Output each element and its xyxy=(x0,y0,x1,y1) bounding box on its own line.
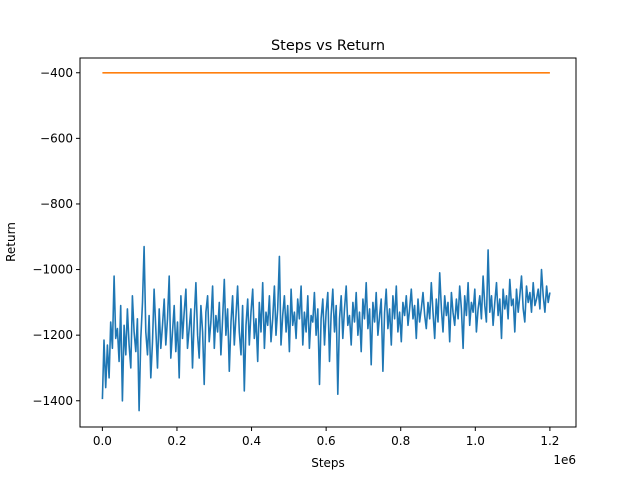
y-tick-label: −1000 xyxy=(32,263,73,277)
x-tick-label: 0.2 xyxy=(167,434,186,448)
x-tick-label: 0.6 xyxy=(317,434,336,448)
y-tick-label: −600 xyxy=(40,131,73,145)
y-axis-label: Return xyxy=(4,222,18,262)
x-tick-label: 0.4 xyxy=(242,434,261,448)
x-tick-label: 0.0 xyxy=(93,434,112,448)
series-line-1 xyxy=(101,245,551,412)
y-tick-label: −1400 xyxy=(32,394,73,408)
x-axis-label: Steps xyxy=(311,456,345,470)
x-axis-offset-label: 1e6 xyxy=(553,453,576,467)
x-tick-label: 1.2 xyxy=(540,434,559,448)
y-tick-label: −400 xyxy=(40,66,73,80)
y-tick-label: −800 xyxy=(40,197,73,211)
x-tick-label: 1.0 xyxy=(466,434,485,448)
plot-series xyxy=(101,72,551,412)
chart-title: Steps vs Return xyxy=(271,38,385,54)
x-axis: 0.0 0.2 0.4 0.6 0.8 1.0 1.2 xyxy=(93,427,559,448)
y-tick-label: −1200 xyxy=(32,328,73,342)
y-axis: −1400 −1200 −1000 −800 −600 −400 xyxy=(32,66,80,408)
plot-frame xyxy=(79,57,577,428)
x-tick-label: 0.8 xyxy=(391,434,410,448)
